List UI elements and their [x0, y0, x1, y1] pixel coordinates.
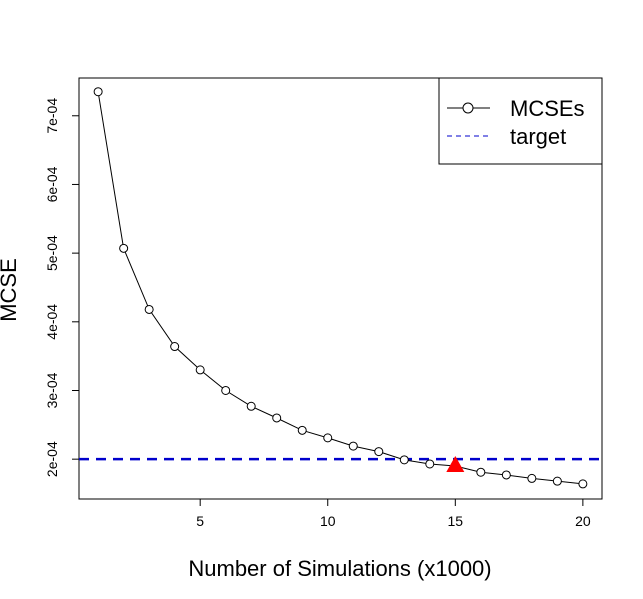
mcses-point [527, 473, 537, 483]
y-tick-label: 5e-04 [44, 235, 60, 271]
mcses-point [272, 413, 282, 423]
y-tick-label: 7e-04 [44, 98, 60, 134]
mcses-point [578, 479, 588, 489]
x-tick-label: 10 [320, 513, 336, 529]
legend-target-label: target [510, 124, 566, 149]
mcses-point [93, 87, 103, 97]
y-axis-title: MCSE [0, 258, 21, 322]
mcses-point [221, 385, 231, 395]
mcses-point [195, 365, 205, 375]
highlight-layer [446, 456, 465, 473]
mcses-point [348, 441, 358, 451]
series-layer [93, 87, 588, 489]
plot-frame [78, 77, 603, 500]
mcses-point [170, 342, 180, 352]
x-axis-title: Number of Simulations (x1000) [188, 556, 491, 581]
y-tick-label: 3e-04 [44, 372, 60, 408]
legend-box [438, 77, 603, 165]
y-tick-label: 4e-04 [44, 304, 60, 340]
y-axis: 2e-04 3e-04 4e-04 5e-04 6e-04 7e-04 [44, 98, 79, 477]
mcses-point [323, 433, 333, 443]
legend-mcses-marker [462, 102, 474, 114]
mcses-point [297, 425, 307, 435]
y-tick-label: 2e-04 [44, 441, 60, 477]
mcses-point [399, 455, 409, 465]
mcses-point [144, 304, 154, 314]
mcses-point [374, 447, 384, 457]
legend-mcses-label: MCSEs [510, 96, 585, 121]
y-tick-label: 6e-04 [44, 166, 60, 202]
mcses-point [552, 476, 562, 486]
x-tick-label: 20 [575, 513, 591, 529]
mcses-point [476, 467, 486, 477]
x-tick-label: 15 [448, 513, 464, 529]
x-tick-label: 5 [196, 513, 204, 529]
mcses-point [501, 470, 511, 480]
mcses-point [425, 459, 435, 469]
mcses-point [246, 401, 256, 411]
highlight-triangle-marker [446, 456, 465, 473]
legend: MCSEs target [438, 77, 603, 165]
mcses-point [119, 243, 129, 253]
x-axis: 5 10 15 20 [196, 499, 591, 529]
